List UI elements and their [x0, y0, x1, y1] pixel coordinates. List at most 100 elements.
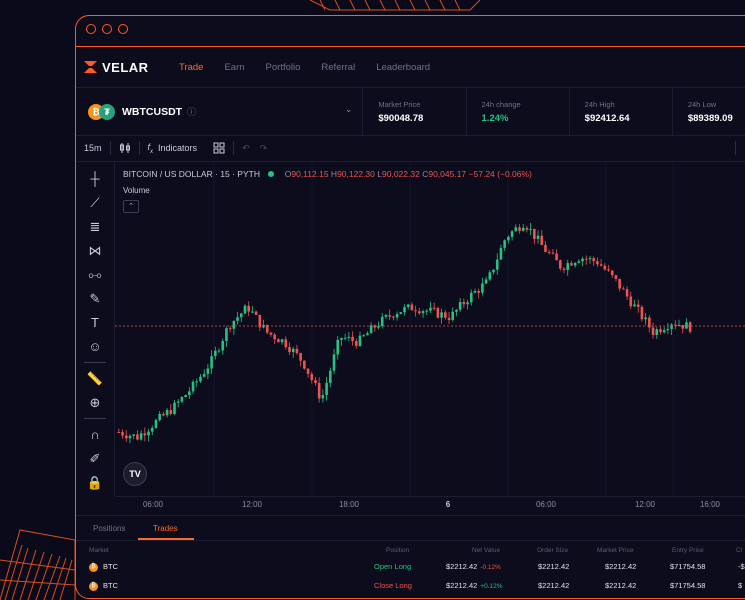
time-axis: 06:00 12:00 18:00 6 06:00 12:00 16:00: [115, 496, 745, 515]
indicators-label: Indicators: [158, 143, 198, 153]
nav-item-earn[interactable]: Earn: [224, 61, 245, 73]
candle-body: [206, 368, 210, 374]
emoji-icon[interactable]: ☺: [88, 339, 102, 354]
candle-body: [514, 227, 518, 232]
candle-body: [499, 247, 503, 260]
app-window: VELAR Trade Earn Portfolio Referral Lead…: [75, 15, 745, 599]
tab-trades[interactable]: Trades: [153, 524, 178, 533]
candle-body: [432, 307, 436, 309]
text-icon[interactable]: T: [91, 315, 99, 330]
candle-body: [581, 258, 584, 262]
chevron-down-icon[interactable]: ⌄: [344, 104, 353, 114]
magnet-icon[interactable]: ∩: [90, 427, 100, 442]
order-size-cell: $2212.42: [538, 581, 570, 590]
tools-divider: [84, 418, 106, 419]
layouts-button[interactable]: [205, 135, 233, 161]
candle-body: [633, 304, 636, 307]
candle-body: [299, 353, 302, 361]
table-row[interactable]: ₿ BTC Close Long $2212.42 +0.12% $2212.42 …: [76, 578, 745, 596]
redo-icon[interactable]: ↷: [259, 142, 268, 153]
undo-icon[interactable]: ↶: [242, 142, 250, 153]
candle-body: [336, 339, 340, 355]
fib-lines-icon[interactable]: ≣: [89, 219, 101, 234]
ruler-icon[interactable]: 📏: [86, 371, 104, 386]
candle-body: [221, 340, 225, 351]
collapse-legend-button[interactable]: ⌃: [123, 200, 139, 213]
window-maximize-dot[interactable]: [118, 24, 128, 34]
candlestick-icon: [119, 143, 130, 153]
drawing-tools-sidebar: ┼ ⟋ ≣ ⋈ ⧟ ✎ T ☺ 📏 ⊕ ∩ ✐ 🔒: [76, 162, 115, 496]
candle-body: [629, 296, 633, 307]
candle-body: [510, 231, 514, 237]
candle-body: [636, 304, 640, 307]
pair-selector[interactable]: ₿ ₮ WBTCUSDT ⓘ ⌄: [76, 88, 364, 135]
net-value: $2212.42: [446, 581, 478, 590]
candle-body: [117, 432, 121, 433]
pattern-icon[interactable]: ⋈: [88, 243, 102, 258]
candle-body: [395, 314, 399, 318]
candle-body: [477, 291, 480, 293]
net-value-cell: $2212.42 -0.12%: [446, 562, 501, 571]
candle-body: [503, 240, 506, 248]
column-header: Order Size: [537, 547, 569, 554]
brand-name: VELAR: [102, 59, 149, 75]
stat-value: $92412.64: [584, 112, 630, 124]
candle-body: [121, 432, 124, 436]
candle-body: [521, 227, 525, 231]
net-value-change: +0.12%: [480, 583, 503, 590]
close-cell: $: [738, 581, 743, 590]
projection-icon[interactable]: ⧟: [88, 267, 102, 282]
crosshair-icon[interactable]: ┼: [90, 171, 100, 186]
indicators-button[interactable]: fx Indicators: [140, 135, 206, 161]
brand-logo[interactable]: VELAR: [84, 60, 179, 75]
candle-body: [410, 304, 414, 311]
interval-button[interactable]: 15m: [84, 143, 102, 153]
candle-body: [132, 434, 135, 436]
table-row[interactable]: ₿ BTC Open Long $2212.42 -0.12% $2212.42 $…: [76, 559, 745, 577]
candle-body: [380, 316, 384, 327]
candle-body: [173, 402, 176, 414]
nav-item-referral[interactable]: Referral: [321, 61, 356, 73]
candle-type-button[interactable]: [111, 135, 139, 161]
price-chart[interactable]: BITCOIN / US DOLLAR · 15 · PYTH O90,112.…: [115, 162, 745, 496]
candle-body: [280, 339, 284, 343]
candle-body: [484, 279, 488, 284]
candle-body: [492, 269, 495, 273]
legend-change: −57.24 (−0.06%): [468, 169, 532, 179]
position-cell: Close Long: [374, 581, 412, 590]
nav-item-portfolio[interactable]: Portfolio: [265, 61, 301, 73]
candle-body: [599, 264, 603, 266]
titlebar-divider: [76, 46, 745, 47]
candle-body: [317, 383, 321, 399]
candle-body: [666, 329, 670, 331]
candle-body: [191, 381, 195, 392]
candle-body: [343, 337, 347, 339]
lock-icon[interactable]: 🔒: [86, 475, 104, 490]
stat-24h-change: 24h change 1.24%: [467, 88, 570, 135]
brush-icon[interactable]: ✎: [89, 291, 101, 306]
zoom-in-icon[interactable]: ⊕: [89, 395, 101, 410]
net-value-change: -0.12%: [480, 564, 501, 571]
lock-drawing-icon[interactable]: ✐: [89, 451, 101, 466]
market-price-cell: $2212.42: [605, 581, 637, 590]
trend-line-icon[interactable]: ⟋: [90, 195, 100, 210]
candle-body: [451, 311, 455, 320]
candlestick-chart[interactable]: [115, 162, 745, 496]
window-close-dot[interactable]: [86, 24, 96, 34]
tradingview-logo-icon[interactable]: TV: [123, 462, 147, 486]
market-open-dot: [268, 171, 275, 177]
candle-body: [495, 259, 499, 270]
net-value: $2212.42: [446, 562, 478, 571]
legend-low: 90,022.32: [382, 169, 420, 179]
nav-item-trade[interactable]: Trade: [179, 61, 204, 73]
market-price-cell: $2212.42: [605, 562, 637, 571]
candle-body: [674, 324, 677, 326]
window-titlebar: [76, 16, 745, 46]
candle-body: [199, 376, 202, 382]
info-icon[interactable]: ⓘ: [187, 107, 197, 117]
nav-item-leaderboard[interactable]: Leaderboard: [376, 61, 431, 73]
stat-label: 24h High: [584, 99, 615, 109]
window-minimize-dot[interactable]: [102, 24, 112, 34]
tab-positions[interactable]: Positions: [93, 524, 126, 533]
column-header: Net Value: [472, 547, 501, 554]
